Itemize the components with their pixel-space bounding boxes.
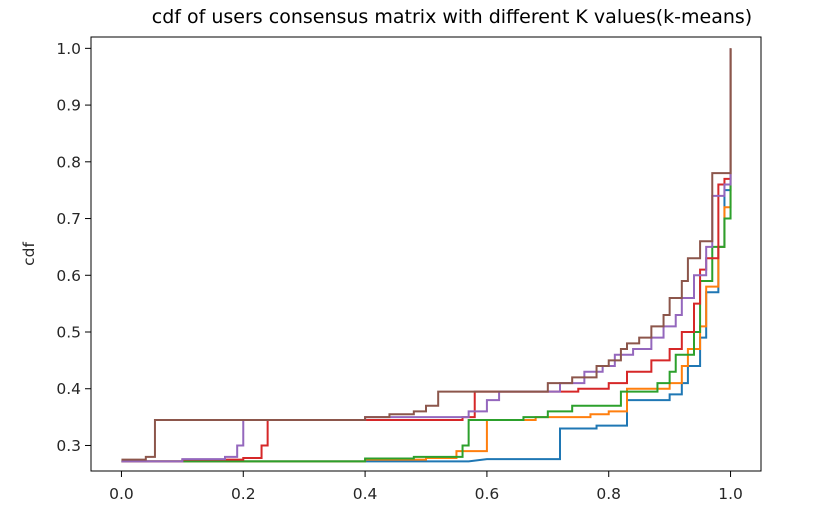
y-tick-label: 0.3 bbox=[56, 437, 81, 455]
plot-area bbox=[90, 36, 762, 472]
x-tick-label: 0.2 bbox=[231, 485, 256, 503]
x-tick-label: 0.4 bbox=[353, 485, 378, 503]
series-line-2 bbox=[121, 48, 732, 463]
x-tick-label: 1.0 bbox=[718, 485, 743, 503]
y-axis: 0.3 0.4 0.5 0.6 0.7 0.8 0.9 1.0 bbox=[56, 40, 91, 455]
series-line-3 bbox=[121, 48, 732, 463]
series-line-6 bbox=[121, 48, 732, 461]
plot-frame bbox=[90, 36, 762, 472]
y-tick-label: 0.6 bbox=[56, 267, 81, 285]
x-tick-label: 0.0 bbox=[109, 485, 134, 503]
x-axis: 0.0 0.2 0.4 0.6 0.8 1.0 bbox=[109, 471, 743, 503]
x-tick-label: 0.6 bbox=[475, 485, 500, 503]
y-tick-label: 0.8 bbox=[56, 153, 81, 171]
x-tick-label: 0.8 bbox=[596, 485, 621, 503]
y-tick-label: 0.7 bbox=[56, 210, 81, 228]
y-tick-label: 0.4 bbox=[56, 380, 81, 398]
series-layer bbox=[121, 48, 732, 463]
y-axis-label: cdf bbox=[20, 242, 38, 266]
y-tick-label: 1.0 bbox=[56, 40, 81, 58]
chart-title: cdf of users consensus matrix with diffe… bbox=[152, 6, 752, 28]
y-tick-label: 0.9 bbox=[56, 97, 81, 115]
series-line-1 bbox=[121, 48, 732, 463]
y-tick-label: 0.5 bbox=[56, 324, 81, 342]
